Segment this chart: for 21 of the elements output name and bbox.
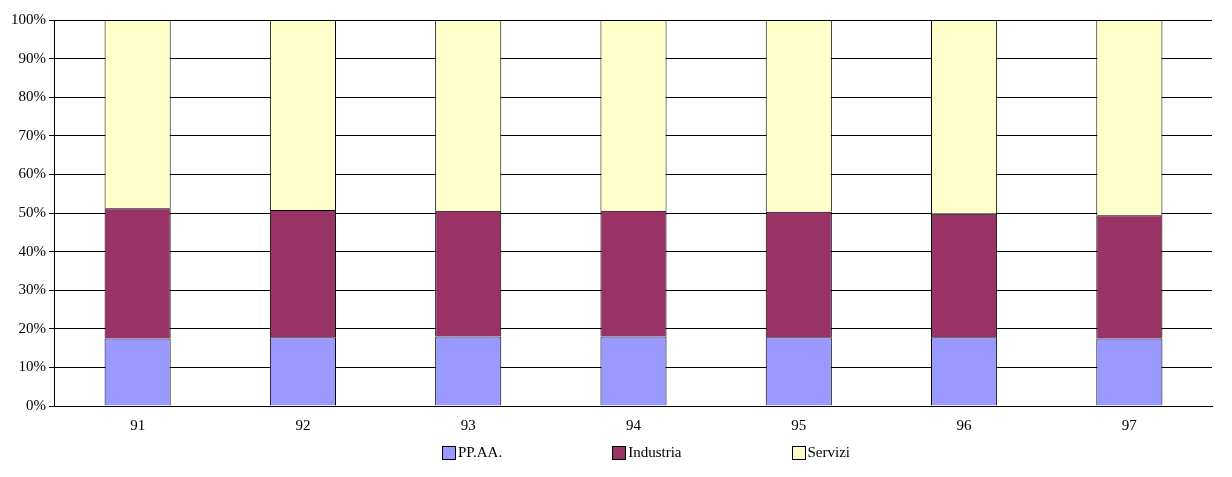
- y-tick-label: 20%: [18, 319, 46, 336]
- x-tick-label: 94: [626, 416, 642, 433]
- x-tick-label: 96: [956, 416, 973, 433]
- y-tick-label: 10%: [18, 358, 46, 375]
- y-tick-label: 50%: [18, 203, 46, 220]
- y-tick-label: 0%: [26, 396, 46, 413]
- x-tick-label: 93: [460, 416, 476, 433]
- x-tick-label: 97: [1121, 416, 1138, 433]
- x-tick-label: 95: [791, 416, 807, 433]
- legend-label: Servizi: [807, 444, 850, 461]
- y-tick-label: 80%: [18, 88, 46, 105]
- y-tick-label: 60%: [18, 165, 46, 182]
- y-tick-label: 100%: [11, 10, 46, 27]
- legend-label: Industria: [628, 444, 682, 461]
- y-tick-label: 90%: [18, 49, 46, 66]
- y-tick-label: 70%: [18, 126, 46, 143]
- x-tick-label: 91: [130, 416, 146, 433]
- legend-label: PP.AA.: [457, 444, 503, 461]
- x-tick-label: 92: [295, 416, 311, 433]
- y-tick-label: 40%: [18, 242, 46, 259]
- y-tick-label: 30%: [18, 281, 46, 298]
